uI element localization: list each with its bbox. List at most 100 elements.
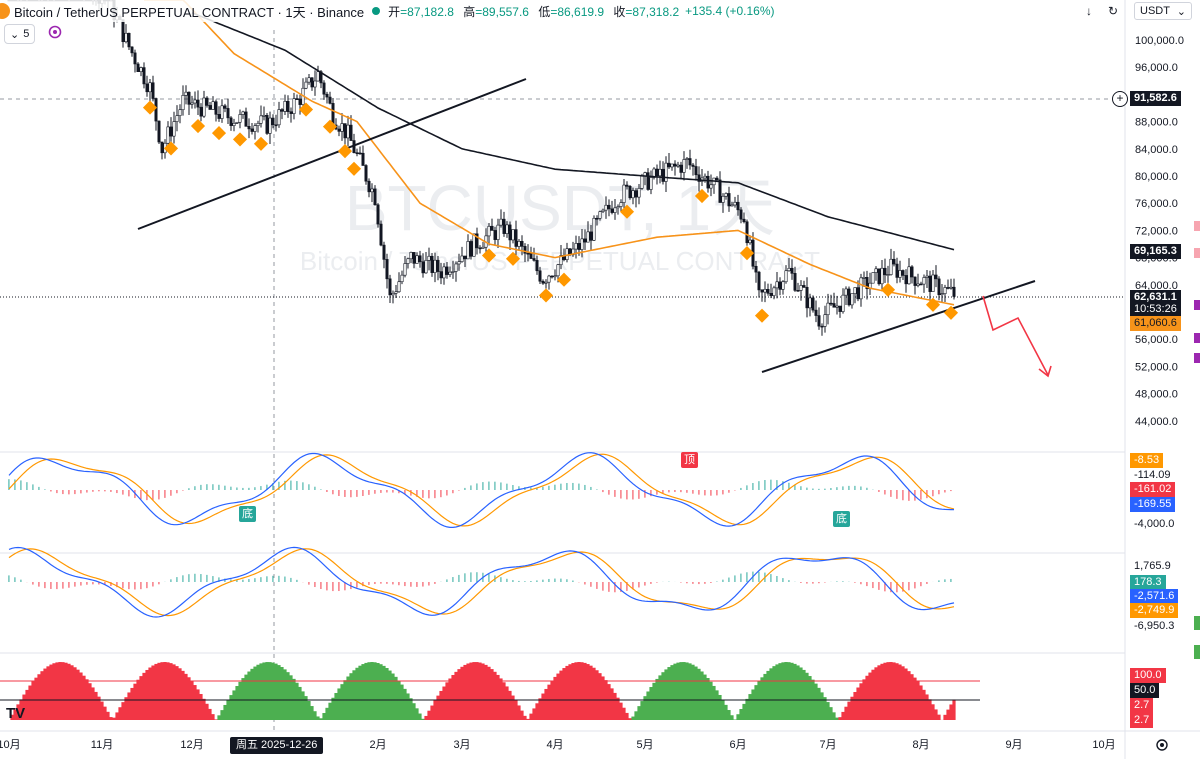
candle-body bbox=[229, 117, 233, 126]
symbol-legend[interactable]: Bitcoin / TetherUS PERPETUAL CONTRACT · … bbox=[0, 0, 781, 22]
rsi-bar bbox=[688, 663, 692, 720]
price-tick-label: 52,000.0 bbox=[1135, 361, 1178, 373]
candle-body bbox=[343, 123, 347, 139]
macd1-histogram-bar bbox=[200, 484, 202, 490]
rsi-bar bbox=[97, 696, 101, 720]
rsi-bar bbox=[283, 669, 287, 720]
candle-body bbox=[682, 159, 686, 173]
refresh-icon[interactable]: ↻ bbox=[1108, 4, 1119, 18]
rsi-bar bbox=[661, 672, 665, 720]
price-tick-label: 96,000.0 bbox=[1135, 62, 1178, 74]
rsi-bar bbox=[346, 676, 350, 720]
rsi-bar bbox=[208, 708, 212, 720]
candle-body bbox=[490, 226, 494, 231]
candle-body bbox=[844, 288, 848, 296]
rsi-bar bbox=[592, 667, 596, 720]
macd1-histogram-bar bbox=[512, 485, 514, 490]
candle-body bbox=[145, 83, 149, 93]
candle-body bbox=[673, 163, 677, 167]
signal-diamond bbox=[190, 118, 206, 134]
top-badge: 顶 bbox=[681, 452, 698, 468]
macd2-histogram-bar bbox=[878, 582, 880, 590]
rsi-bar bbox=[517, 705, 521, 720]
rsi-bar bbox=[16, 704, 20, 720]
macd2-signal-label: -2,749.9 bbox=[1130, 603, 1179, 618]
macd1-signal-line bbox=[8, 453, 955, 527]
candle-body bbox=[595, 217, 599, 220]
candle-body bbox=[694, 166, 698, 176]
macd2-histogram-bar bbox=[446, 579, 448, 582]
rsi-bar bbox=[931, 704, 935, 720]
macd1-histogram-bar bbox=[176, 490, 178, 494]
macd2-histogram-bar bbox=[20, 579, 22, 582]
macd1-histogram-bar bbox=[770, 479, 772, 490]
candle-body bbox=[388, 278, 392, 296]
macd1-histogram-bar bbox=[662, 490, 664, 494]
rsi-bar bbox=[787, 662, 791, 720]
rsi-bar bbox=[46, 666, 50, 720]
macd1-histogram-bar bbox=[554, 484, 556, 490]
macd1-histogram-bar bbox=[758, 481, 760, 490]
macd1-histogram-bar bbox=[272, 483, 274, 490]
macd2-histogram-bar bbox=[380, 582, 382, 584]
candle-body bbox=[901, 270, 905, 276]
rsi-mid-label: 50.0 bbox=[1130, 683, 1160, 698]
macd2-histogram-bar bbox=[218, 577, 220, 582]
rsi-bar bbox=[349, 673, 353, 720]
candle-body bbox=[940, 293, 944, 296]
macd1-histogram-bar bbox=[260, 486, 262, 490]
rsi-bar bbox=[61, 662, 65, 720]
candle-body bbox=[424, 260, 428, 274]
indicator-toggle[interactable]: ⌄ 5 bbox=[4, 24, 36, 44]
macd1-histogram-bar bbox=[44, 489, 46, 490]
rsi-bar bbox=[466, 663, 470, 720]
symbol-title[interactable]: Bitcoin / TetherUS PERPETUAL CONTRACT · … bbox=[14, 4, 365, 20]
download-icon[interactable]: ↓ bbox=[1086, 4, 1092, 18]
rsi-bar bbox=[577, 662, 581, 720]
macd1-histogram-bar bbox=[806, 487, 808, 490]
signal-diamond bbox=[694, 188, 710, 204]
rsi-bar bbox=[223, 704, 227, 720]
macd2-histogram-bar bbox=[890, 582, 892, 593]
candle-body bbox=[265, 114, 269, 134]
candle-body bbox=[172, 121, 176, 137]
candle-body bbox=[226, 108, 230, 119]
rsi-bar bbox=[163, 662, 167, 720]
price-tick-label: 88,000.0 bbox=[1135, 117, 1178, 129]
candle-body bbox=[184, 91, 188, 96]
candle-body bbox=[814, 309, 818, 316]
rsi-bar bbox=[487, 666, 491, 720]
add-alert-icon[interactable]: + bbox=[1112, 91, 1128, 107]
rsi-upper-label: 100.0 bbox=[1130, 668, 1166, 683]
candle-body bbox=[475, 233, 479, 249]
currency-select[interactable]: USDT ⌄ bbox=[1134, 2, 1192, 20]
rsi-bar bbox=[352, 670, 356, 720]
candle-body bbox=[460, 255, 464, 262]
macd1-histogram-bar bbox=[278, 481, 280, 490]
crosshair-price-label[interactable]: + 91,582.6 bbox=[1112, 90, 1198, 108]
rsi-bar bbox=[529, 713, 533, 720]
candle-body bbox=[235, 121, 239, 124]
macd2-histogram-bar bbox=[98, 582, 100, 585]
candle-body bbox=[199, 106, 203, 117]
macd1-histogram-bar bbox=[590, 486, 592, 490]
settings-gear-icon[interactable] bbox=[1155, 738, 1169, 752]
reload-icon[interactable] bbox=[48, 25, 62, 39]
macd1-histogram-bar bbox=[170, 490, 172, 496]
macd2-histogram-bar bbox=[656, 582, 658, 583]
rsi-bar bbox=[301, 691, 305, 720]
rsi-bar bbox=[496, 674, 500, 720]
candle-body bbox=[223, 105, 227, 109]
macd2-histogram-bar bbox=[560, 578, 562, 582]
macd1-histogram-bar bbox=[74, 490, 76, 495]
macd2-histogram-bar bbox=[278, 575, 280, 582]
marker-green bbox=[1194, 616, 1200, 630]
candle-body bbox=[556, 264, 560, 277]
macd1-histogram-bar bbox=[656, 490, 658, 495]
rsi-bar bbox=[685, 662, 689, 720]
price-tick-label: 100,000.0 bbox=[1135, 35, 1184, 47]
candle-body bbox=[538, 270, 542, 282]
signal-diamonds bbox=[142, 100, 959, 323]
rsi-bar bbox=[814, 683, 818, 720]
